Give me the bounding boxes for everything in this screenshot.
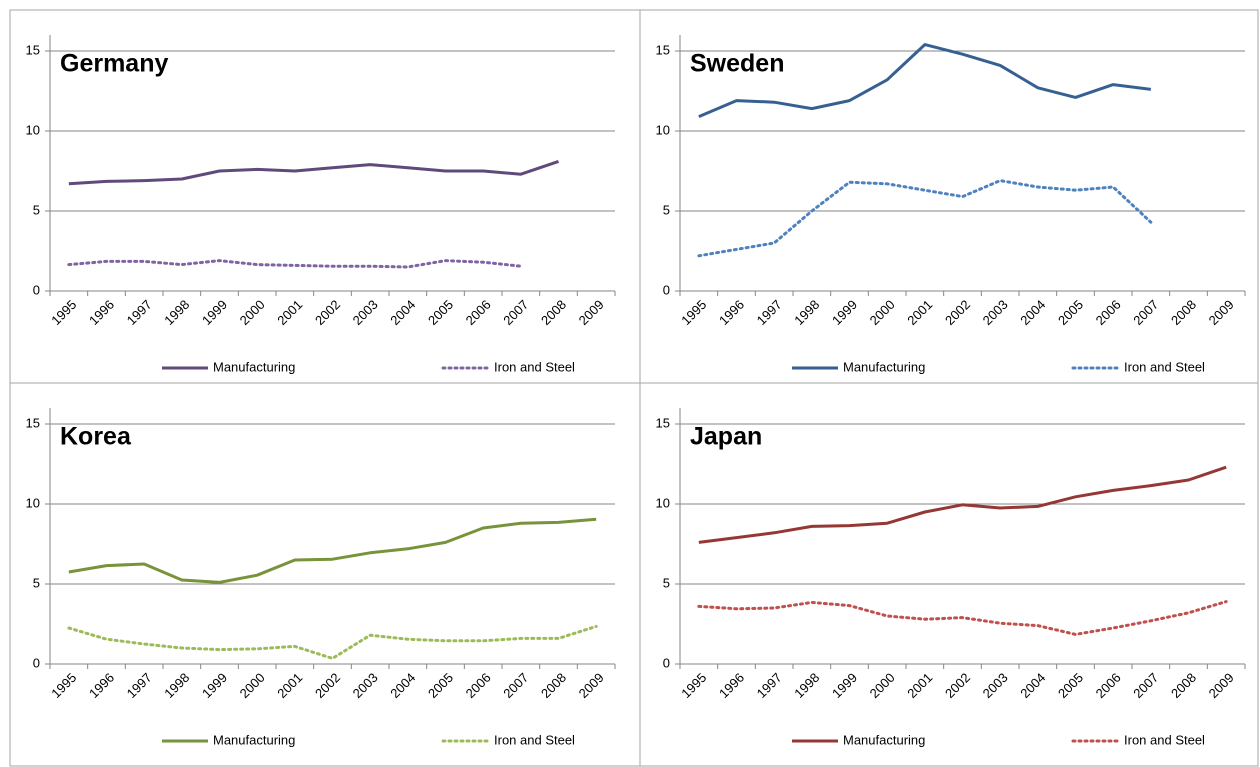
- x-tick-label: 2007: [1130, 297, 1161, 328]
- y-tick-label: 0: [663, 282, 670, 297]
- x-tick-label: 1998: [791, 670, 822, 701]
- x-tick-label: 2005: [425, 670, 456, 701]
- legend-label: Manufacturing: [213, 359, 295, 374]
- data-line: [697, 600, 1228, 636]
- x-tick-label: 2005: [1055, 297, 1086, 328]
- x-tick-label: 2007: [500, 297, 531, 328]
- x-tick-label: 2001: [904, 297, 935, 328]
- x-tick-label: 1995: [48, 670, 79, 701]
- x-tick-label: 2002: [312, 670, 343, 701]
- y-tick-label: 5: [33, 202, 40, 217]
- y-tick-label: 5: [663, 202, 670, 217]
- chart-title: Japan: [690, 423, 762, 451]
- x-tick-label: 1999: [199, 670, 230, 701]
- x-tick-label: 2002: [312, 297, 343, 328]
- data-line: [698, 43, 1152, 118]
- y-tick-label: 10: [26, 495, 40, 510]
- x-tick-label: 2007: [1130, 670, 1161, 701]
- x-tick-label: 2000: [867, 670, 898, 701]
- y-tick-label: 15: [656, 42, 670, 57]
- x-tick-label: 2003: [350, 297, 381, 328]
- x-tick-label: 1996: [716, 670, 747, 701]
- x-tick-label: 2000: [867, 297, 898, 328]
- y-tick-label: 15: [26, 415, 40, 430]
- x-tick-label: 2001: [274, 670, 305, 701]
- legend-label: Manufacturing: [843, 732, 925, 747]
- x-tick-label: 1996: [86, 670, 117, 701]
- data-line: [67, 259, 523, 269]
- legend-label: Manufacturing: [213, 732, 295, 747]
- y-tick-label: 15: [26, 42, 40, 57]
- x-tick-label: 1995: [678, 670, 709, 701]
- x-tick-label: 1997: [754, 297, 785, 328]
- x-tick-label: 1998: [161, 670, 192, 701]
- x-tick-label: 2006: [1093, 297, 1124, 328]
- data-line: [68, 159, 559, 186]
- x-tick-label: 1997: [124, 297, 155, 328]
- x-tick-label: 1998: [791, 297, 822, 328]
- x-tick-label: 2001: [904, 670, 935, 701]
- x-tick-label: 2009: [1206, 670, 1237, 701]
- y-tick-label: 10: [656, 122, 670, 137]
- x-tick-label: 2004: [387, 670, 418, 701]
- data-line: [698, 465, 1227, 544]
- x-tick-label: 2003: [980, 297, 1011, 328]
- x-tick-label: 2005: [1055, 670, 1086, 701]
- x-tick-label: 1999: [829, 297, 860, 328]
- y-tick-label: 15: [656, 415, 670, 430]
- legend-label: Iron and Steel: [1124, 732, 1205, 747]
- x-tick-label: 2009: [576, 670, 607, 701]
- x-tick-label: 1996: [716, 297, 747, 328]
- y-tick-label: 5: [663, 575, 670, 590]
- x-tick-label: 2005: [425, 297, 456, 328]
- x-tick-label: 2006: [463, 297, 494, 328]
- x-tick-label: 2009: [576, 297, 607, 328]
- y-tick-label: 0: [33, 282, 40, 297]
- legend-label: Iron and Steel: [494, 359, 575, 374]
- legend-label: Iron and Steel: [494, 732, 575, 747]
- x-tick-label: 2003: [350, 670, 381, 701]
- x-tick-label: 2002: [942, 297, 973, 328]
- y-tick-label: 0: [33, 655, 40, 670]
- x-tick-label: 2004: [387, 297, 418, 328]
- x-tick-label: 2008: [538, 297, 569, 328]
- x-tick-label: 2001: [274, 297, 305, 328]
- x-tick-label: 1998: [161, 297, 192, 328]
- chart-title: Germany: [60, 50, 168, 78]
- data-line: [697, 179, 1153, 258]
- x-tick-label: 2006: [463, 670, 494, 701]
- x-tick-label: 2003: [980, 670, 1011, 701]
- x-tick-label: 1999: [829, 670, 860, 701]
- x-tick-label: 2009: [1206, 297, 1237, 328]
- x-tick-label: 1996: [86, 297, 117, 328]
- x-tick-label: 1997: [754, 670, 785, 701]
- x-tick-label: 2004: [1017, 670, 1048, 701]
- x-tick-label: 2004: [1017, 297, 1048, 328]
- data-line: [67, 624, 598, 660]
- chart-title: Sweden: [690, 50, 784, 78]
- x-tick-label: 1995: [678, 297, 709, 328]
- x-tick-label: 2006: [1093, 670, 1124, 701]
- y-tick-label: 10: [26, 122, 40, 137]
- x-tick-label: 2000: [237, 670, 268, 701]
- legend-label: Manufacturing: [843, 359, 925, 374]
- y-tick-label: 0: [663, 655, 670, 670]
- panel-border: [639, 382, 1259, 767]
- x-tick-label: 1999: [199, 297, 230, 328]
- x-tick-label: 2008: [1168, 670, 1199, 701]
- chart-title: Korea: [60, 423, 132, 451]
- data-line: [68, 517, 597, 584]
- x-tick-label: 2002: [942, 670, 973, 701]
- x-tick-label: 2008: [538, 670, 569, 701]
- y-tick-label: 10: [656, 495, 670, 510]
- x-tick-label: 1997: [124, 670, 155, 701]
- x-tick-label: 2008: [1168, 297, 1199, 328]
- x-tick-label: 2000: [237, 297, 268, 328]
- x-tick-label: 1995: [48, 297, 79, 328]
- y-tick-label: 5: [33, 575, 40, 590]
- x-tick-label: 2007: [500, 670, 531, 701]
- legend-label: Iron and Steel: [1124, 359, 1205, 374]
